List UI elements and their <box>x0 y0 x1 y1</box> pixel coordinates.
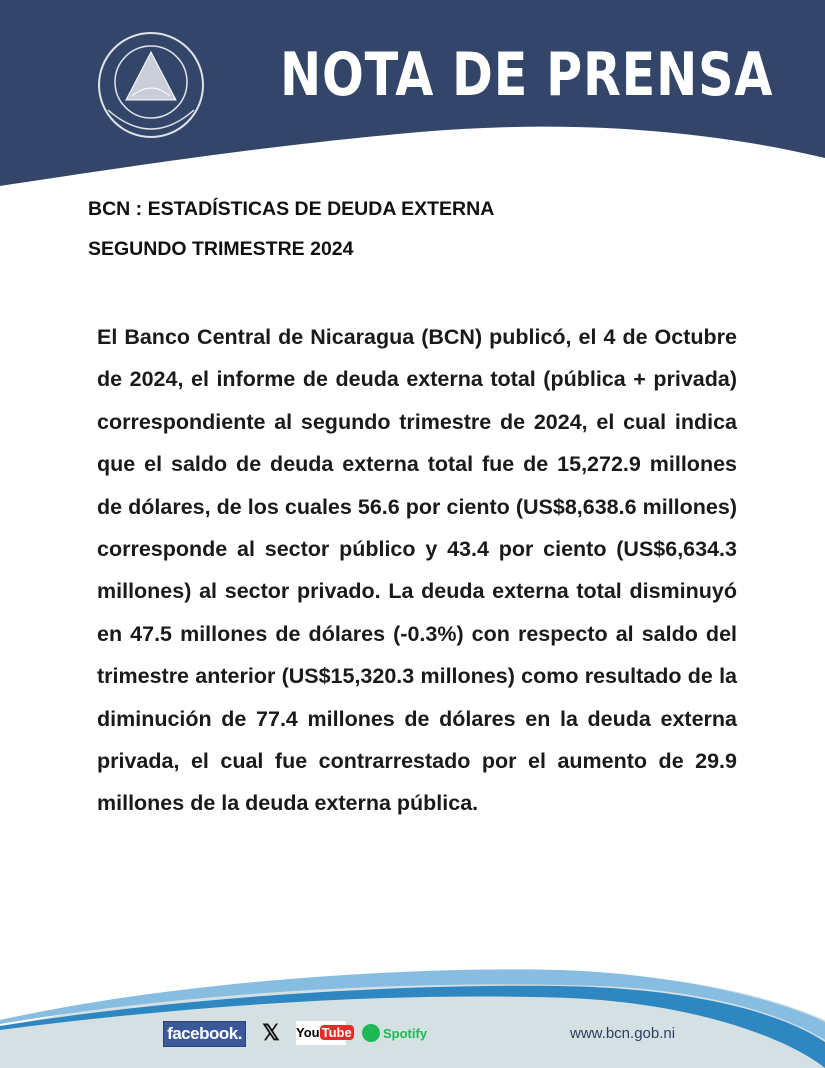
header-banner <box>0 0 825 186</box>
youtube-you: You <box>296 1025 320 1040</box>
youtube-link[interactable]: You Tube <box>296 1021 354 1045</box>
headline-line-2: SEGUNDO TRIMESTRE 2024 <box>88 238 354 260</box>
footer-wave <box>0 969 825 1068</box>
bcn-seal-logo <box>98 32 204 138</box>
spotify-label: Spotify <box>383 1025 428 1041</box>
press-release-body: El Banco Central de Nicaragua (BCN) publ… <box>97 325 737 816</box>
x-link[interactable]: 𝕏 <box>262 1020 280 1045</box>
facebook-link[interactable]: facebook. <box>163 1021 246 1047</box>
spotify-link[interactable]: Spotify <box>362 1021 432 1045</box>
website-link[interactable]: www.bcn.gob.ni <box>570 1025 676 1042</box>
page-title: NOTA DE PRENSA <box>280 40 774 110</box>
youtube-tube: Tube <box>319 1025 354 1040</box>
spotify-icon <box>362 1024 380 1042</box>
headline-line-1: BCN : ESTADÍSTICAS DE DEUDA EXTERNA <box>88 198 495 220</box>
